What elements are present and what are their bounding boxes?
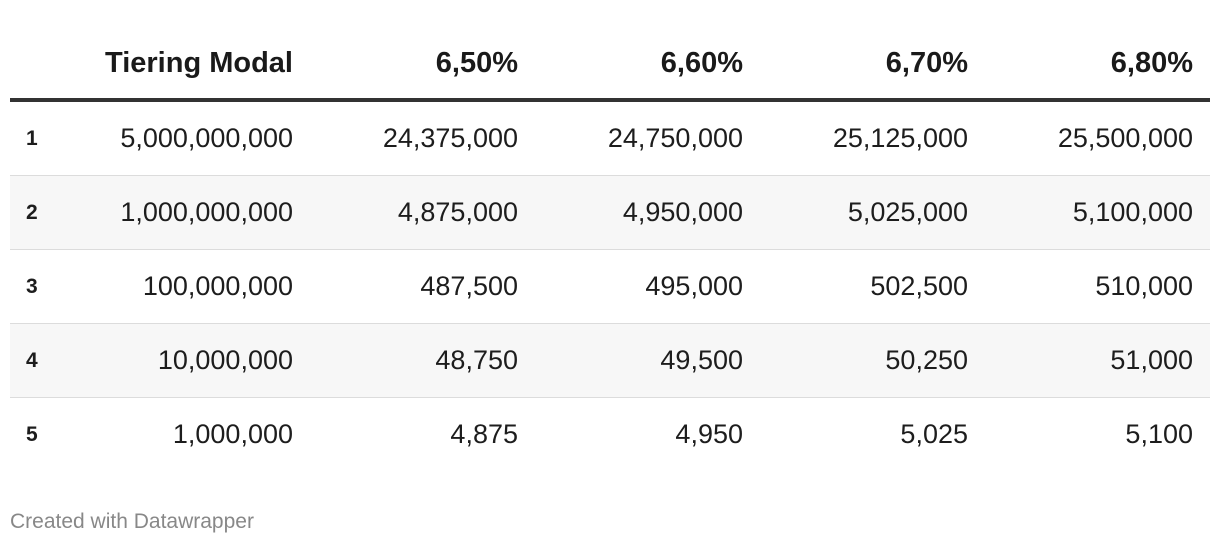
column-header-rate-6-70[interactable]: 6,70%: [760, 28, 985, 102]
tiering-modal-cell: 1,000,000,000: [70, 175, 310, 250]
rate-6-70-cell: 25,125,000: [760, 100, 985, 176]
rate-6-50-cell: 48,750: [310, 323, 535, 398]
table-row: 1 5,000,000,000 24,375,000 24,750,000 25…: [10, 100, 1210, 176]
rate-6-60-cell: 24,750,000: [535, 100, 760, 176]
rate-6-50-cell: 4,875,000: [310, 175, 535, 250]
column-header-rank[interactable]: [10, 28, 70, 102]
row-rank-cell: 4: [10, 323, 70, 398]
table-row: 2 1,000,000,000 4,875,000 4,950,000 5,02…: [10, 175, 1210, 250]
rate-6-80-cell: 510,000: [985, 249, 1210, 324]
rate-6-50-cell: 4,875: [450, 419, 518, 449]
row-rank-cell: 2: [10, 175, 70, 250]
tiering-modal-cell: 1,000,000: [172, 419, 293, 449]
row-rank-cell: 1: [10, 100, 70, 176]
rate-6-60-cell: 4,950,000: [535, 175, 760, 250]
row-rank-cell: 3: [10, 249, 70, 324]
table-header-row: Tiering Modal 6,50% 6,60% 6,70% 6,80%: [10, 28, 1210, 102]
column-header-rate-6-80[interactable]: 6,80%: [985, 28, 1210, 102]
rate-6-60-cell: 49,500: [535, 323, 760, 398]
tiering-modal-cell: 10,000,000: [70, 323, 310, 398]
rate-6-80-cell: 5,100: [1125, 419, 1193, 449]
table-row: 4 10,000,000 48,750 49,500 50,250 51,000: [10, 323, 1210, 398]
table-row: 5 1,000,000 4,875 4,950 5,025 5,100: [10, 398, 1210, 472]
tiering-modal-cell: 100,000,000: [70, 249, 310, 324]
table-row: 3 100,000,000 487,500 495,000 502,500 51…: [10, 249, 1210, 324]
row-rank-cell: 5: [26, 422, 38, 446]
rate-6-80-cell: 25,500,000: [985, 100, 1210, 176]
rate-6-50-cell: 24,375,000: [310, 100, 535, 176]
rate-6-60-cell: 495,000: [535, 249, 760, 324]
data-table-container: Tiering Modal 6,50% 6,60% 6,70% 6,80% 1 …: [10, 28, 1210, 471]
datawrapper-credit[interactable]: Created with Datawrapper: [10, 510, 254, 533]
column-header-rate-6-60[interactable]: 6,60%: [535, 28, 760, 102]
rate-6-80-cell: 5,100,000: [985, 175, 1210, 250]
column-header-rate-6-50[interactable]: 6,50%: [310, 28, 535, 102]
rate-6-80-cell: 51,000: [985, 323, 1210, 398]
tiering-modal-cell: 5,000,000,000: [70, 100, 310, 176]
column-header-tiering-modal[interactable]: Tiering Modal: [70, 28, 310, 102]
rate-6-60-cell: 4,950: [675, 419, 743, 449]
rate-6-70-cell: 5,025,000: [760, 175, 985, 250]
rate-6-70-cell: 50,250: [760, 323, 985, 398]
rate-6-70-cell: 5,025: [900, 419, 968, 449]
rate-6-70-cell: 502,500: [760, 249, 985, 324]
data-table: Tiering Modal 6,50% 6,60% 6,70% 6,80% 1 …: [10, 28, 1210, 471]
rate-6-50-cell: 487,500: [310, 249, 535, 324]
